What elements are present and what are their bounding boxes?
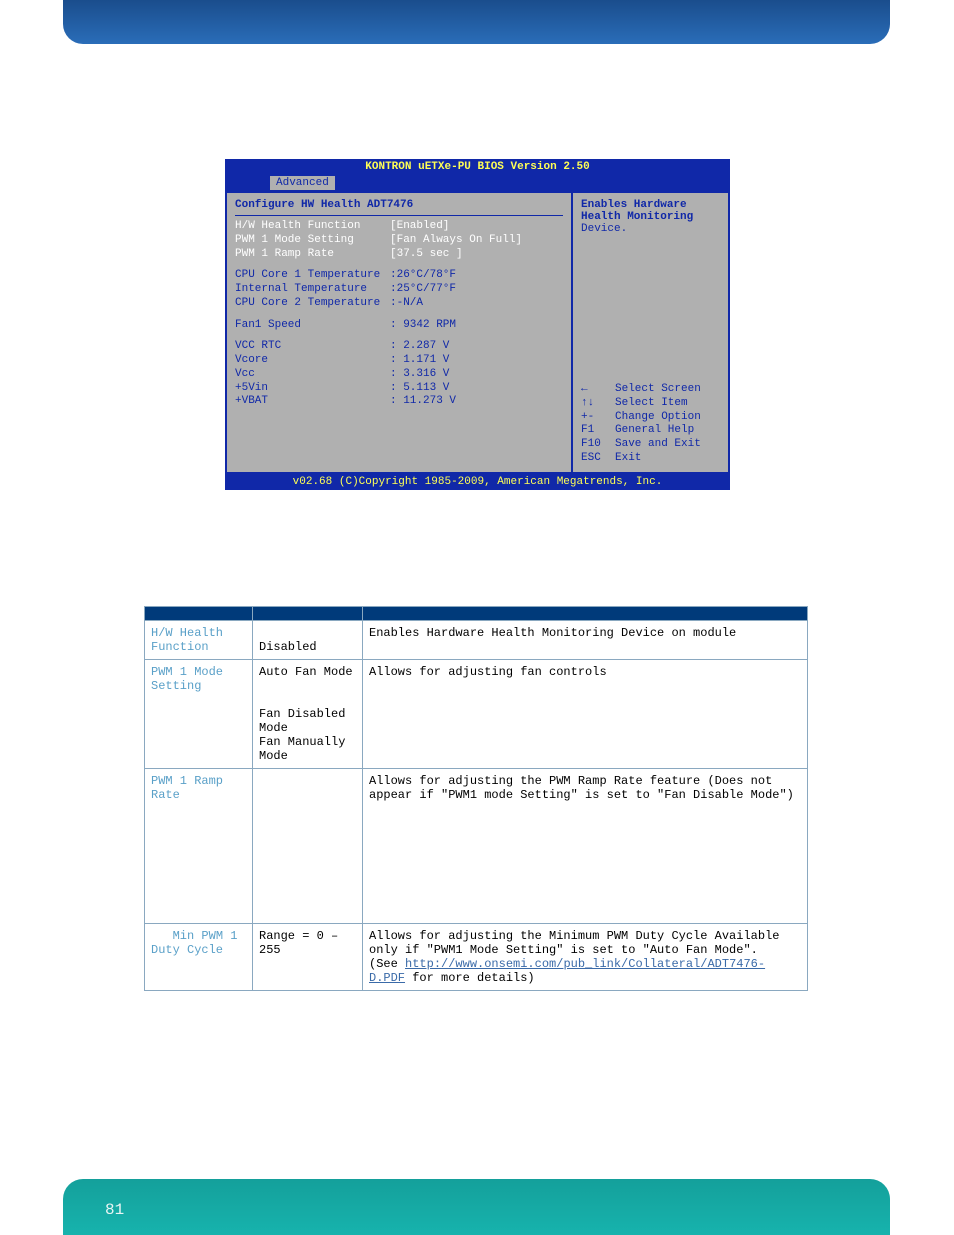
desc-text: for more details) bbox=[405, 971, 535, 985]
table-row: Min PWM 1 Duty CycleRange = 0 – 255Allow… bbox=[145, 924, 808, 991]
bios-body: Configure HW Health ADT7476 H/W Health F… bbox=[225, 191, 730, 474]
bios-setting-row: PWM 1 Mode Setting[Fan Always On Full] bbox=[235, 234, 563, 248]
bios-reading-row: Internal Temperature:25°C/77°F bbox=[235, 283, 563, 297]
bios-reading-label: Internal Temperature bbox=[235, 283, 390, 297]
top-banner bbox=[63, 0, 890, 44]
bios-fan-value: : 9342 RPM bbox=[390, 319, 563, 333]
cell-desc: Enables Hardware Health Monitoring Devic… bbox=[363, 621, 808, 660]
bios-reading-value: :26°C/78°F bbox=[390, 269, 563, 283]
cell-desc: Allows for adjusting the PWM Ramp Rate f… bbox=[363, 769, 808, 924]
bios-key: F1 bbox=[581, 424, 615, 438]
table-row: H/W Health Function DisabledEnables Hard… bbox=[145, 621, 808, 660]
bios-key: ESC bbox=[581, 452, 615, 466]
page-number: 81 bbox=[105, 1201, 124, 1219]
bios-reading-label: CPU Core 1 Temperature bbox=[235, 269, 390, 283]
bios-volt-value: : 1.171 V bbox=[390, 354, 563, 368]
bios-setting-value: [37.5 sec ] bbox=[390, 248, 563, 262]
cell-desc: Allows for adjusting fan controls bbox=[363, 660, 808, 769]
cell-option: Range = 0 – 255 bbox=[253, 924, 363, 991]
bios-volt-value: : 5.113 V bbox=[390, 382, 563, 396]
cell-option bbox=[253, 769, 363, 924]
table-row: PWM 1 Ramp Rate Allows for adjusting the … bbox=[145, 769, 808, 924]
bios-volt-value: : 3.316 V bbox=[390, 368, 563, 382]
bios-key-desc: General Help bbox=[615, 424, 720, 438]
bios-screenshot: KONTRON uETXe-PU BIOS Version 2.50 Advan… bbox=[225, 159, 730, 490]
bios-divider bbox=[235, 215, 563, 216]
bios-setting-label: H/W Health Function bbox=[235, 220, 390, 234]
bios-reading-value: :-N/A bbox=[390, 297, 563, 311]
bios-volt-row: Vcc: 3.316 V bbox=[235, 368, 563, 382]
bios-section-heading: Configure HW Health ADT7476 bbox=[235, 199, 563, 211]
bios-tab-advanced: Advanced bbox=[270, 176, 335, 190]
bios-volt-row: +VBAT: 11.273 V bbox=[235, 395, 563, 409]
bios-reading-row: CPU Core 2 Temperature:-N/A bbox=[235, 297, 563, 311]
cell-option: Disabled bbox=[253, 621, 363, 660]
bios-left-pane: Configure HW Health ADT7476 H/W Health F… bbox=[227, 193, 571, 472]
bios-fan-label: Fan1 Speed bbox=[235, 319, 390, 333]
cell-name: H/W Health Function bbox=[145, 621, 253, 660]
bios-key: F10 bbox=[581, 438, 615, 452]
bios-right-pane: Enables Hardware Health Monitoring Devic… bbox=[573, 193, 728, 472]
bios-setting-row: PWM 1 Ramp Rate[37.5 sec ] bbox=[235, 248, 563, 262]
options-table: H/W Health Function DisabledEnables Hard… bbox=[144, 606, 808, 991]
bios-volt-row: Vcore: 1.171 V bbox=[235, 354, 563, 368]
bios-setting-value: [Enabled] bbox=[390, 220, 563, 234]
cell-option: Auto Fan Mode Fan Disabled Mode Fan Manu… bbox=[253, 660, 363, 769]
bios-key-desc: Change Option bbox=[615, 411, 720, 425]
cell-name: Min PWM 1 Duty Cycle bbox=[145, 924, 253, 991]
bios-key-row: F1General Help bbox=[581, 424, 720, 438]
bios-key-row: +-Change Option bbox=[581, 411, 720, 425]
bios-key: ← bbox=[581, 383, 615, 397]
bios-reading-value: :25°C/77°F bbox=[390, 283, 563, 297]
th-name bbox=[145, 607, 253, 621]
bios-setting-value: [Fan Always On Full] bbox=[390, 234, 563, 248]
bios-setting-label: PWM 1 Mode Setting bbox=[235, 234, 390, 248]
cell-name: PWM 1 Mode Setting bbox=[145, 660, 253, 769]
bios-volt-label: +VBAT bbox=[235, 395, 390, 409]
bios-tab-row: Advanced bbox=[225, 175, 730, 191]
bios-key-row: ←Select Screen bbox=[581, 383, 720, 397]
bios-title: KONTRON uETXe-PU BIOS Version 2.50 bbox=[225, 159, 730, 175]
bios-key-desc: Select Item bbox=[615, 397, 720, 411]
bios-help-l2: Health Monitoring bbox=[581, 211, 720, 223]
bios-volt-value: : 2.287 V bbox=[390, 340, 563, 354]
bios-key: ↑↓ bbox=[581, 397, 615, 411]
bios-fan-row: Fan1 Speed : 9342 RPM bbox=[235, 319, 563, 333]
cell-name: PWM 1 Ramp Rate bbox=[145, 769, 253, 924]
bios-help-l3: Device. bbox=[581, 223, 720, 235]
bios-key-desc: Exit bbox=[615, 452, 720, 466]
bottom-banner: 81 bbox=[63, 1179, 890, 1235]
bios-volt-label: Vcc bbox=[235, 368, 390, 382]
table-header-row bbox=[145, 607, 808, 621]
bios-help-l1: Enables Hardware bbox=[581, 199, 720, 211]
bios-key-desc: Save and Exit bbox=[615, 438, 720, 452]
bios-key-row: ↑↓Select Item bbox=[581, 397, 720, 411]
bios-volt-row: VCC RTC: 2.287 V bbox=[235, 340, 563, 354]
bios-volt-row: +5Vin: 5.113 V bbox=[235, 382, 563, 396]
bios-key-desc: Select Screen bbox=[615, 383, 720, 397]
bios-key-row: ESCExit bbox=[581, 452, 720, 466]
bios-volt-label: +5Vin bbox=[235, 382, 390, 396]
bios-reading-label: CPU Core 2 Temperature bbox=[235, 297, 390, 311]
th-desc bbox=[363, 607, 808, 621]
bios-volt-value: : 11.273 V bbox=[390, 395, 563, 409]
bios-setting-row: H/W Health Function[Enabled] bbox=[235, 220, 563, 234]
table-row: PWM 1 Mode SettingAuto Fan Mode Fan Disa… bbox=[145, 660, 808, 769]
cell-desc: Allows for adjusting the Minimum PWM Dut… bbox=[363, 924, 808, 991]
bios-volt-label: Vcore bbox=[235, 354, 390, 368]
bios-key-row: F10Save and Exit bbox=[581, 438, 720, 452]
bios-key: +- bbox=[581, 411, 615, 425]
bios-footer: v02.68 (C)Copyright 1985-2009, American … bbox=[225, 474, 730, 490]
bios-setting-label: PWM 1 Ramp Rate bbox=[235, 248, 390, 262]
bios-reading-row: CPU Core 1 Temperature:26°C/78°F bbox=[235, 269, 563, 283]
th-opt bbox=[253, 607, 363, 621]
bios-volt-label: VCC RTC bbox=[235, 340, 390, 354]
